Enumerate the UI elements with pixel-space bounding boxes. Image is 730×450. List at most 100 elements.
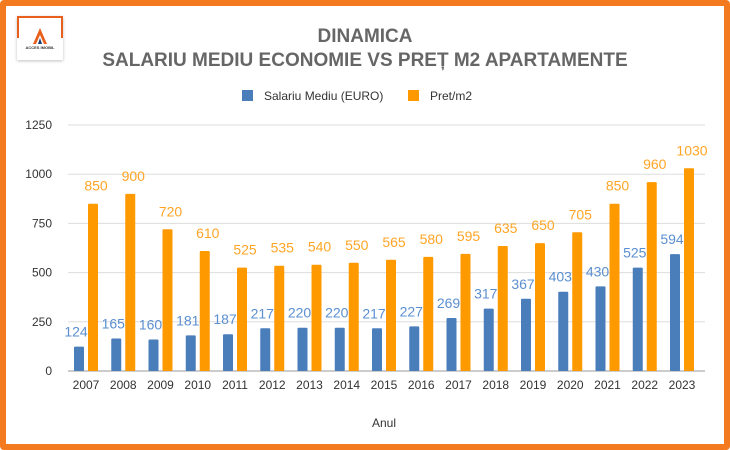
bar-salariu	[558, 291, 569, 371]
data-label: 900	[122, 168, 146, 184]
data-label: 650	[531, 217, 555, 233]
bar-pret	[274, 265, 285, 371]
data-label: 317	[474, 286, 498, 302]
x-tick-label: 2019	[520, 378, 547, 392]
data-label: 217	[251, 305, 275, 321]
x-axis-label: Anul	[372, 416, 396, 430]
bar-pret	[311, 264, 322, 371]
legend-label: Salariu Mediu (EURO)	[264, 89, 383, 103]
data-label: 227	[400, 303, 424, 319]
data-label: 181	[176, 312, 200, 328]
logo: ACCES IMOBIL	[17, 16, 63, 60]
x-tick-label: 2010	[184, 378, 211, 392]
data-label: 610	[196, 225, 220, 241]
y-tick-label: 1250	[25, 118, 52, 132]
x-tick-label: 2022	[631, 378, 658, 392]
legend-swatch	[242, 90, 253, 101]
data-label: 720	[159, 203, 183, 219]
x-tick-label: 2007	[73, 378, 100, 392]
data-label: 525	[623, 245, 647, 261]
x-tick-label: 2011	[222, 378, 248, 392]
logo-bracket	[17, 16, 63, 38]
bar-pret	[386, 259, 396, 371]
data-label: 595	[457, 228, 481, 244]
bar-pret	[348, 262, 359, 371]
bar-pret	[684, 168, 694, 371]
data-label: 124	[64, 324, 88, 340]
y-tick-label: 0	[45, 364, 52, 378]
bar-salariu	[148, 339, 159, 371]
bar-pret	[423, 256, 434, 371]
bar-pret	[125, 193, 136, 371]
data-label: 187	[213, 311, 237, 327]
data-label: 403	[549, 269, 573, 285]
bar-pret	[609, 203, 620, 371]
bar-salariu	[334, 327, 345, 371]
logo-a-icon	[33, 28, 47, 44]
bar-pret	[88, 203, 98, 371]
logo-text: ACCES IMOBIL	[25, 45, 55, 50]
bar-salariu	[260, 328, 271, 371]
bar-salariu	[185, 335, 196, 371]
bar-salariu	[483, 308, 494, 371]
data-label: 705	[569, 206, 593, 222]
bar-salariu	[372, 328, 382, 371]
bar-salariu	[670, 254, 680, 371]
bar-pret	[535, 243, 545, 371]
bar-pret	[572, 232, 583, 371]
data-label: 850	[84, 178, 108, 194]
bar-salariu	[632, 267, 643, 371]
data-label: 580	[420, 231, 444, 247]
x-tick-label: 2008	[110, 378, 137, 392]
x-tick-label: 2009	[147, 378, 174, 392]
x-tick-label: 2020	[557, 378, 584, 392]
data-label: 165	[102, 316, 126, 332]
x-tick-label: 2018	[482, 378, 509, 392]
y-tick-label: 500	[32, 266, 52, 280]
data-label: 217	[362, 305, 386, 321]
data-label: 1030	[676, 142, 707, 158]
chart-subtitle: SALARIU MEDIU ECONOMIE VS PREȚ M2 APARTA…	[102, 50, 628, 71]
x-tick-label: 2014	[333, 378, 360, 392]
data-label: 550	[345, 237, 369, 253]
data-label: 535	[271, 240, 295, 256]
data-label: 850	[606, 178, 630, 194]
chart-title: DINAMICA	[317, 26, 413, 47]
bar-pret	[162, 229, 173, 371]
x-tick-label: 2016	[408, 378, 435, 392]
bar-salariu	[74, 346, 84, 371]
data-label: 220	[325, 305, 349, 321]
data-label: 960	[643, 156, 667, 172]
data-label: 430	[586, 263, 610, 279]
data-label: 220	[288, 305, 312, 321]
legend-label: Pret/m2	[430, 89, 472, 103]
data-label: 367	[511, 276, 535, 292]
bar-salariu	[409, 326, 420, 371]
bar-salariu	[111, 338, 122, 371]
bar-salariu	[223, 334, 233, 371]
x-tick-label: 2021	[594, 378, 621, 392]
bar-pret	[460, 253, 471, 371]
y-tick-label: 750	[32, 216, 52, 230]
data-label: 525	[233, 242, 257, 258]
bar-pret	[646, 182, 657, 371]
bar-pret	[237, 267, 247, 371]
data-label: 269	[437, 295, 461, 311]
legend-swatch	[408, 90, 419, 101]
x-tick-label: 2023	[669, 378, 696, 392]
data-label: 160	[139, 317, 163, 333]
x-tick-label: 2015	[371, 378, 398, 392]
data-label: 565	[382, 234, 406, 250]
bar-salariu	[446, 318, 457, 371]
data-label: 635	[494, 220, 518, 236]
data-label: 594	[660, 231, 684, 247]
x-tick-label: 2013	[296, 378, 323, 392]
bar-pret	[199, 250, 210, 371]
bar-pret	[497, 246, 508, 371]
bar-salariu	[595, 286, 606, 371]
bar-salariu	[521, 298, 531, 371]
x-tick-label: 2017	[445, 378, 472, 392]
x-tick-label: 2012	[259, 378, 286, 392]
